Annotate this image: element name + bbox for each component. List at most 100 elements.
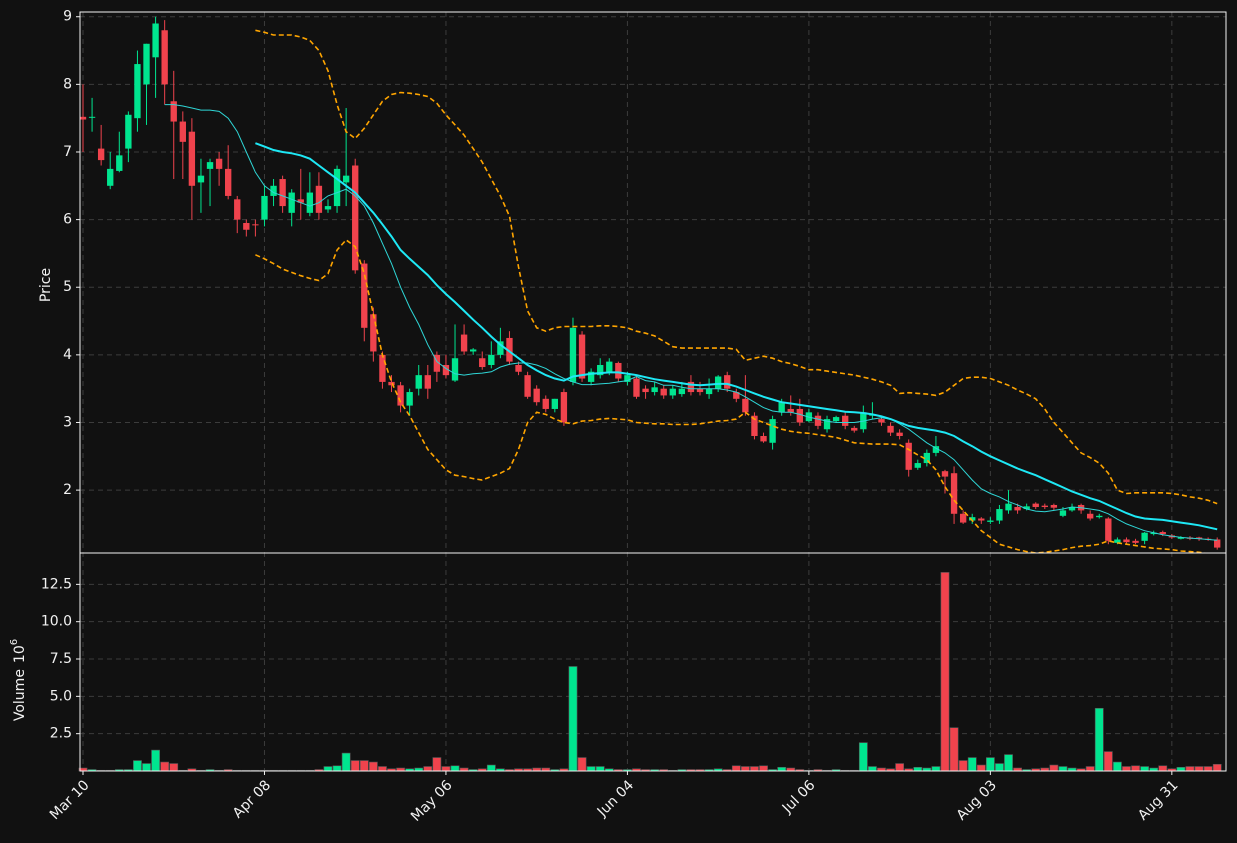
volume-bar (995, 763, 1004, 772)
volume-bar (858, 742, 868, 772)
candle-body (134, 64, 141, 119)
candle-body (760, 436, 767, 442)
candle-body (125, 114, 132, 149)
volume-bar (1212, 763, 1222, 772)
volume-bar (332, 765, 342, 772)
volume-bar (1140, 766, 1149, 772)
candle-body (215, 158, 223, 169)
volume-bar (868, 766, 877, 772)
volume-bar (913, 766, 923, 772)
volume-bar (432, 757, 442, 772)
candle-body (324, 206, 332, 210)
candle-body (451, 358, 459, 381)
volume-bar (895, 763, 905, 772)
volume-bar (1203, 766, 1213, 772)
candle-body (597, 365, 604, 376)
candle-body (578, 334, 586, 379)
volume-bar (151, 749, 160, 772)
volume-bar (1122, 766, 1131, 772)
candle-body (560, 392, 568, 423)
candle-body (542, 398, 549, 409)
candle-body (116, 155, 123, 171)
candle-body (950, 473, 958, 514)
candle-body (669, 388, 676, 396)
candle-body (252, 224, 259, 226)
candle-body (1159, 532, 1166, 535)
candle-body (896, 432, 903, 437)
candle-body (905, 442, 912, 470)
overlay-line (255, 142, 1218, 531)
candle-body (1195, 537, 1203, 539)
candle-body (1096, 515, 1103, 518)
candle-body (651, 387, 658, 393)
volume-label: Volume (12, 669, 28, 721)
volume-bar (368, 761, 378, 772)
candle-body (433, 354, 441, 372)
candle-body (152, 23, 159, 58)
candle-body (1068, 507, 1076, 511)
y-tick-label: 2 (63, 482, 72, 498)
overlay-line (255, 29, 1218, 505)
candle-body (524, 375, 531, 397)
volume-bar (1158, 765, 1168, 772)
volume-scale-exp: 6 (9, 639, 20, 645)
candle-body (333, 168, 341, 207)
candle-body (642, 388, 649, 393)
candle-body (442, 365, 450, 376)
candle-body (80, 116, 87, 120)
candle-body (1150, 532, 1157, 535)
candle-body (696, 388, 704, 393)
candle-body (714, 376, 722, 389)
candle-body (1059, 510, 1067, 516)
volume-bar (1113, 761, 1122, 772)
candle-body (978, 518, 985, 521)
candle-body (878, 419, 885, 423)
candle-body (515, 365, 522, 372)
candle-body (170, 101, 177, 122)
candle-body (1041, 505, 1048, 508)
candle-body (225, 168, 232, 196)
candle-body (796, 408, 803, 423)
candle-body (188, 131, 196, 186)
volume-bar (359, 760, 369, 772)
candle-body (370, 314, 377, 352)
candle-body (932, 446, 940, 453)
y-tick-label: 2.5 (50, 726, 72, 742)
candle-body (306, 192, 314, 213)
volume-bar (341, 752, 351, 772)
candle-body (506, 337, 513, 362)
volume-bar (750, 766, 759, 772)
volume-scale-base: 10 (12, 645, 28, 663)
volume-bar (142, 763, 151, 772)
candle-body (923, 452, 931, 464)
candle-body (1141, 532, 1148, 541)
candle-body (460, 334, 468, 352)
candle-body (1014, 507, 1021, 511)
candle-body (424, 375, 431, 389)
candle-body (823, 419, 831, 430)
candle-body (1177, 537, 1185, 539)
volume-bar (1004, 754, 1013, 772)
volume-bar (931, 766, 941, 772)
y-axis-label: Price (38, 268, 54, 302)
candle-body (379, 354, 386, 382)
grid (80, 12, 1226, 771)
volume-bar (967, 757, 977, 772)
volume-bar (740, 766, 750, 772)
candle-body (1214, 539, 1221, 548)
candle-body (361, 263, 368, 328)
volume-bar (595, 766, 605, 772)
candle-body (987, 520, 994, 522)
volume-bar (323, 766, 333, 772)
volume-bar (949, 727, 959, 772)
candle-body (969, 517, 976, 521)
y-tick-label: 9 (63, 9, 72, 25)
volume-bar (985, 757, 995, 772)
y-tick-label: 4 (63, 347, 72, 363)
candle-body (1132, 540, 1139, 543)
candle-body (814, 415, 822, 426)
volume-bar (1194, 766, 1204, 772)
y-tick-label: 10.0 (41, 614, 72, 630)
candle-body (406, 392, 413, 406)
